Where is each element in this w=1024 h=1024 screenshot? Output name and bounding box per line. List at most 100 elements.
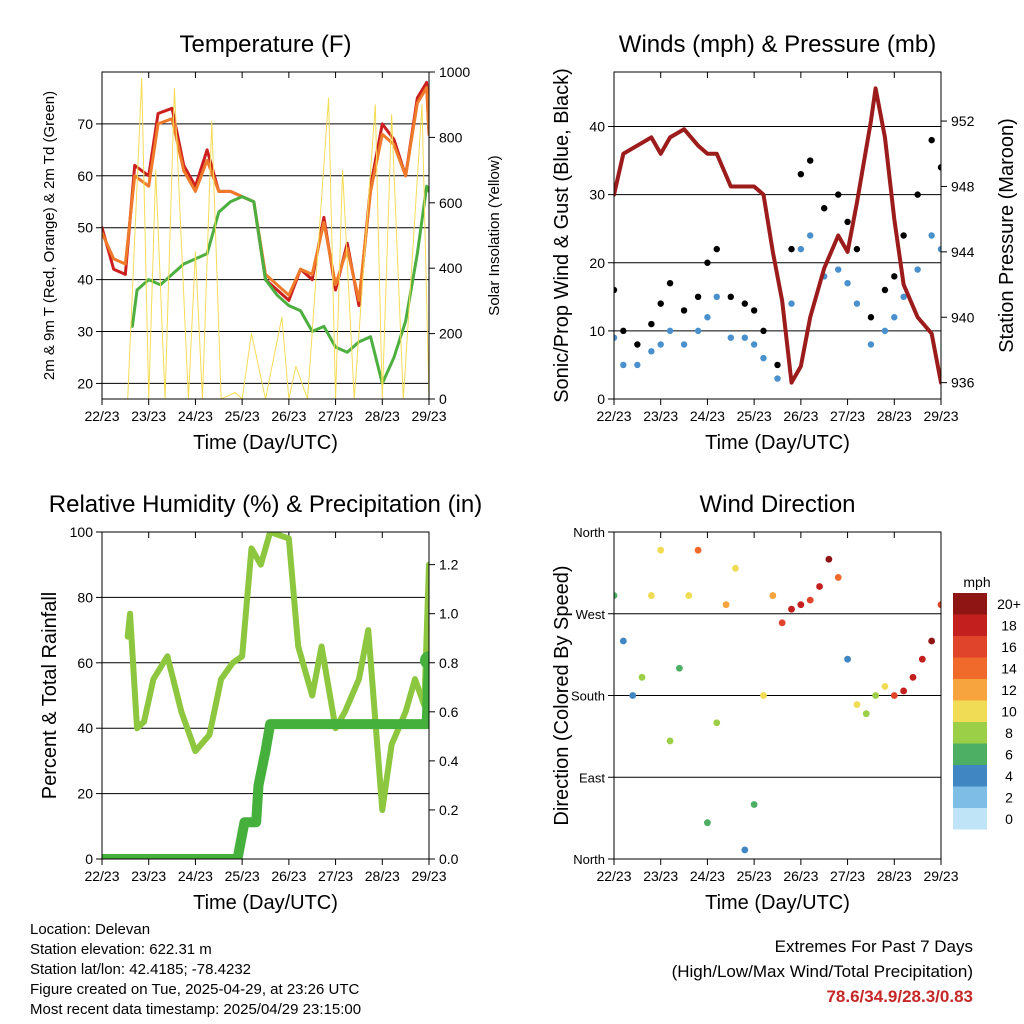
winds-wind-point <box>760 354 767 362</box>
temperature-ylabel-right: Solar Insolation (Yellow) <box>486 155 503 315</box>
humidity-ytick-right-label: 0.0 <box>439 851 459 867</box>
direction-point <box>862 710 870 718</box>
humidity-xtick-label: 24/23 <box>178 868 213 884</box>
direction-point <box>890 692 898 699</box>
direction-ylabel: Direction (Colored By Speed) <box>551 565 573 825</box>
temperature-xtick-label: 23/23 <box>131 408 166 424</box>
winds-wind-point <box>713 293 720 301</box>
winds-xtick-label: 26/23 <box>783 408 818 424</box>
humidity-ytick-right-label: 0.8 <box>439 655 459 671</box>
humidity-xtick-label: 28/23 <box>365 868 400 884</box>
extremes-title: Extremes For Past 7 Days <box>774 937 973 956</box>
winds-wind-point <box>694 327 702 335</box>
direction-point <box>844 655 851 663</box>
winds-wind-point <box>614 334 618 341</box>
winds-ytick-label: 10 <box>589 323 605 339</box>
winds-gust-point <box>634 341 641 348</box>
temperature-xtick-label: 28/23 <box>365 408 400 424</box>
winds-xtick-label: 28/23 <box>877 408 912 424</box>
winds-gust-point <box>666 279 674 287</box>
temperature-ylabel: 2m & 9m T (Red, Orange) & 2m Td (Green) <box>41 91 58 380</box>
humidity-title: Relative Humidity (%) & Precipitation (i… <box>49 491 482 518</box>
direction-title: Wind Direction <box>699 491 855 518</box>
winds-xlabel: Time (Day/UTC) <box>705 432 850 454</box>
winds-gust-point <box>900 232 907 239</box>
direction-point <box>928 637 936 645</box>
direction-point <box>918 655 926 663</box>
legend-label: 16 <box>1001 639 1017 655</box>
winds-gust-point <box>713 245 720 253</box>
humidity-plot-area <box>102 532 429 859</box>
winds-ytick-right-label: 936 <box>951 375 975 391</box>
direction-xtick-label: 24/23 <box>690 868 725 884</box>
legend-title: mph <box>963 574 990 590</box>
winds-ylabel-right: Station Pressure (Maroon) <box>996 118 1018 353</box>
direction-point <box>647 592 655 599</box>
humidity-ytick-right-label: 1.0 <box>439 606 459 622</box>
winds-gust-point <box>891 273 898 280</box>
legend-swatch <box>953 765 987 787</box>
direction-ytick-label: North <box>573 852 605 867</box>
direction-point <box>676 664 683 672</box>
humidity-xtick-label: 25/23 <box>225 868 260 884</box>
direction-point <box>666 737 674 745</box>
winds-gust-point <box>648 320 655 328</box>
direction-point <box>778 619 786 627</box>
temperature-9m-t-line <box>102 86 429 302</box>
temperature-xtick-label: 27/23 <box>318 408 353 424</box>
humidity-frame <box>101 531 430 860</box>
winds-gust-point <box>694 293 702 301</box>
winds-wind-point <box>881 327 889 335</box>
winds-ytick-right-label: 948 <box>951 178 975 194</box>
location-text: Location: Delevan <box>30 921 151 938</box>
temperature-xtick-label: 24/23 <box>178 408 213 424</box>
winds-xtick-label: 22/23 <box>596 408 631 424</box>
winds-wind-point <box>788 300 795 307</box>
humidity-chart: Relative Humidity (%) & Precipitation (i… <box>39 491 482 914</box>
winds-ytick-right-label: 944 <box>951 244 975 260</box>
legend-label: 10 <box>1001 704 1017 720</box>
winds-ytick-label: 40 <box>589 119 605 135</box>
winds-gust-point <box>853 245 861 253</box>
winds-ytick-right-label: 952 <box>951 113 975 129</box>
winds-wind-point <box>620 361 627 369</box>
legend-swatch <box>953 808 987 830</box>
temperature-ytick-label: 60 <box>77 168 93 184</box>
temperature-ytick-right-label: 800 <box>439 129 463 145</box>
winds-xtick-label: 27/23 <box>830 408 865 424</box>
winds-chart: Winds (mph) & Pressure (mb) 0 10 20 30 40 936 9… <box>551 31 1018 454</box>
direction-point <box>722 601 730 609</box>
winds-wind-point <box>741 334 748 341</box>
direction-ytick-label: West <box>576 607 606 622</box>
direction-chart: Wind DirectionNorthEastSouthWestNorth22/… <box>551 491 1021 914</box>
winds-plot-area <box>614 86 941 385</box>
winds-gust-point <box>788 245 795 253</box>
winds-wind-point <box>704 314 711 321</box>
winds-title: Winds (mph) & Pressure (mb) <box>619 31 936 58</box>
legend-swatch <box>953 700 987 722</box>
winds-gust-point <box>614 286 618 294</box>
winds-wind-point <box>900 293 907 301</box>
direction-point <box>806 596 814 604</box>
humidity-relative-humidity-line <box>124 532 429 813</box>
direction-point <box>638 673 646 681</box>
direction-point <box>629 692 637 699</box>
winds-ytick-label: 0 <box>597 391 605 407</box>
winds-ytick-right-label: 940 <box>951 309 975 325</box>
temperature-ytick-right-label: 600 <box>439 195 463 211</box>
humidity-xtick-label: 27/23 <box>318 868 353 884</box>
winds-gust-point <box>844 218 851 226</box>
direction-point <box>732 564 739 572</box>
humidity-ytick-right-label: 0.6 <box>439 704 459 720</box>
legend-swatch <box>953 679 987 701</box>
winds-gust-point <box>680 307 688 314</box>
temperature-solar-insolation-line <box>127 78 429 399</box>
legend-label: 8 <box>1005 725 1013 741</box>
legend-label: 20+ <box>997 596 1021 612</box>
legend-swatch <box>953 743 987 765</box>
winds-gust-point <box>914 191 921 198</box>
winds-wind-point <box>891 314 898 321</box>
humidity-ytick-label: 100 <box>70 524 94 540</box>
direction-point <box>694 546 702 554</box>
